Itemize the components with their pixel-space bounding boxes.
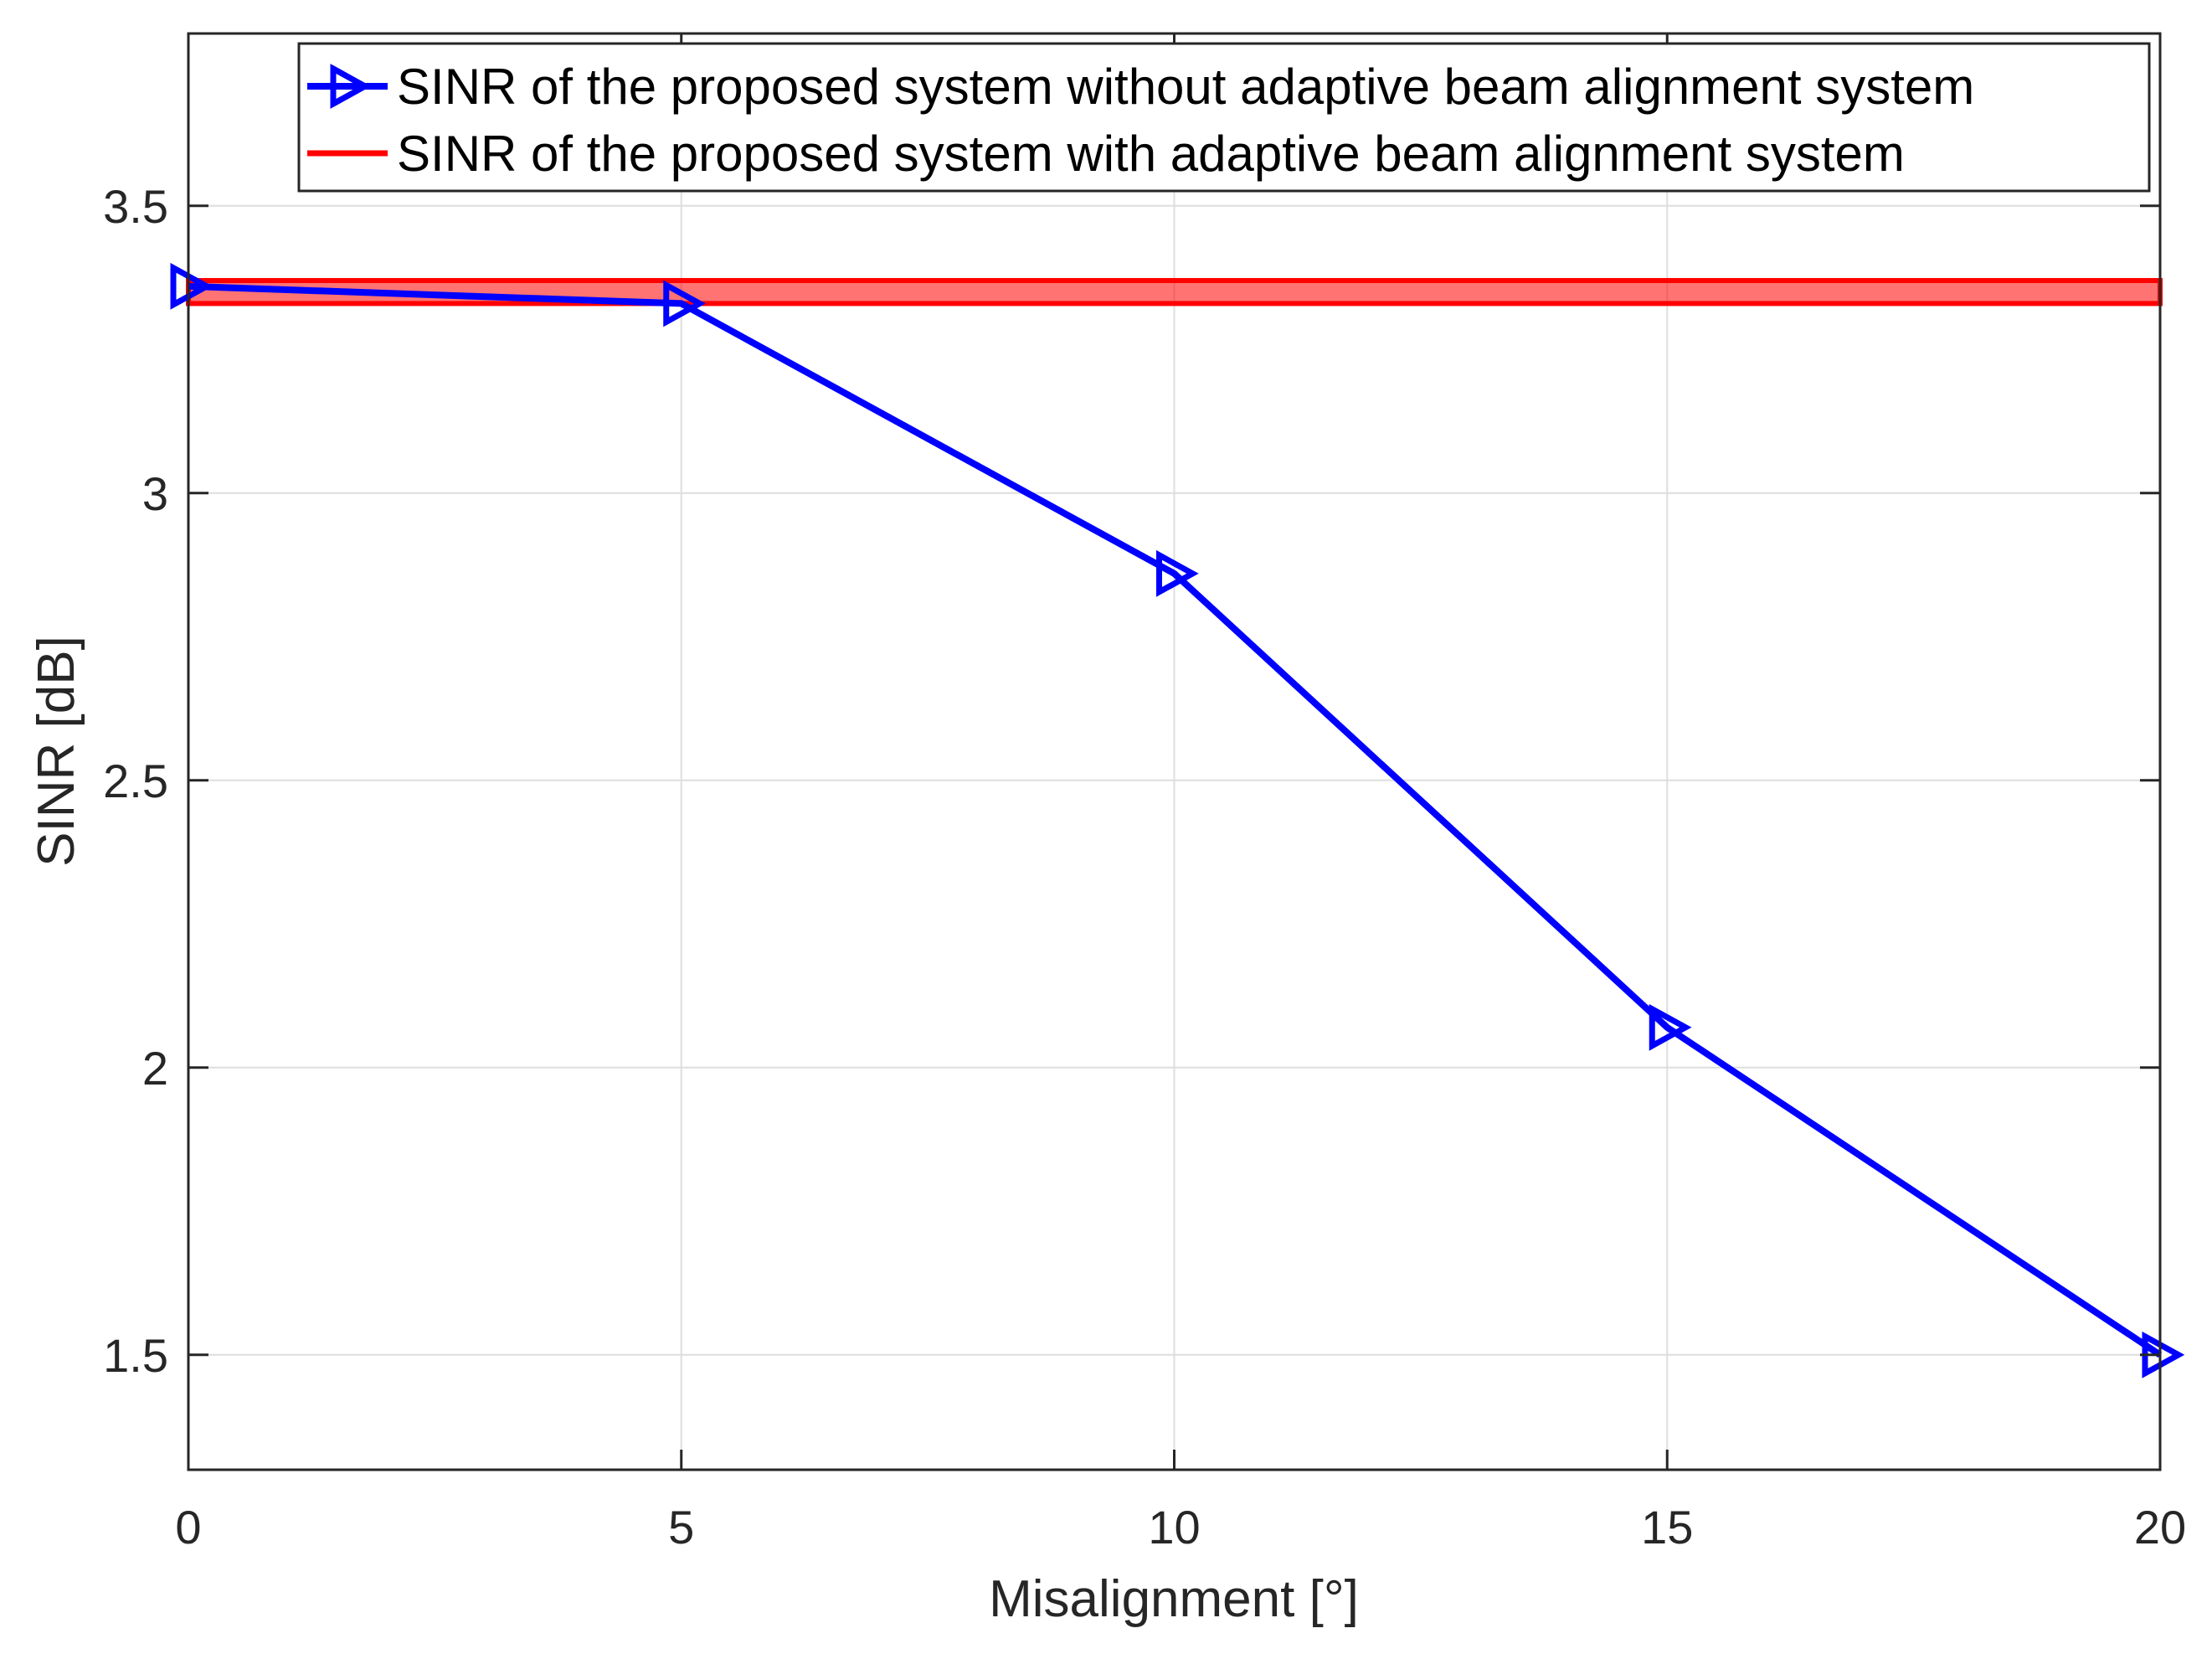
- y-tick-label-1: 2: [142, 1042, 168, 1095]
- line-without-adaptive-alignment: [188, 282, 2163, 1358]
- x-tick-label-0: 0: [175, 1501, 201, 1554]
- band-series: [186, 277, 2163, 307]
- y-tick-label-4: 3.5: [103, 180, 168, 233]
- x-tick-label-3: 15: [1641, 1501, 1693, 1554]
- axis-ticks: 0 5 10 15 20 1.5 2 2.5 3 3.5: [103, 33, 2186, 1554]
- grid-lines: [188, 33, 2161, 1470]
- y-tick-label-3: 3: [142, 467, 168, 520]
- legend-box: [297, 42, 2151, 193]
- y-tick-label-0: 1.5: [103, 1329, 168, 1382]
- legend-label-1: SINR of the proposed system with adaptiv…: [397, 126, 1905, 182]
- x-tick-label-4: 20: [2134, 1501, 2186, 1554]
- data-point-2: [1156, 549, 1199, 597]
- data-point-3: [1649, 1003, 1692, 1051]
- legend-marker-0: [330, 64, 372, 109]
- y-tick-label-2: 2.5: [103, 755, 168, 807]
- x-tick-label-2: 10: [1148, 1501, 1200, 1554]
- legend-label-0: SINR of the proposed system without adap…: [397, 59, 1974, 115]
- x-axis-title: Misalignment [°]: [989, 1570, 1359, 1628]
- x-tick-label-1: 5: [668, 1501, 694, 1554]
- data-point-1: [663, 280, 707, 327]
- data-point-0: [170, 262, 213, 310]
- y-axis-title: SINR [dB]: [28, 636, 85, 867]
- line-series: [170, 262, 2185, 1378]
- band-with-adaptive-alignment: [186, 277, 2163, 307]
- legend: SINR of the proposed system without adap…: [297, 42, 2151, 193]
